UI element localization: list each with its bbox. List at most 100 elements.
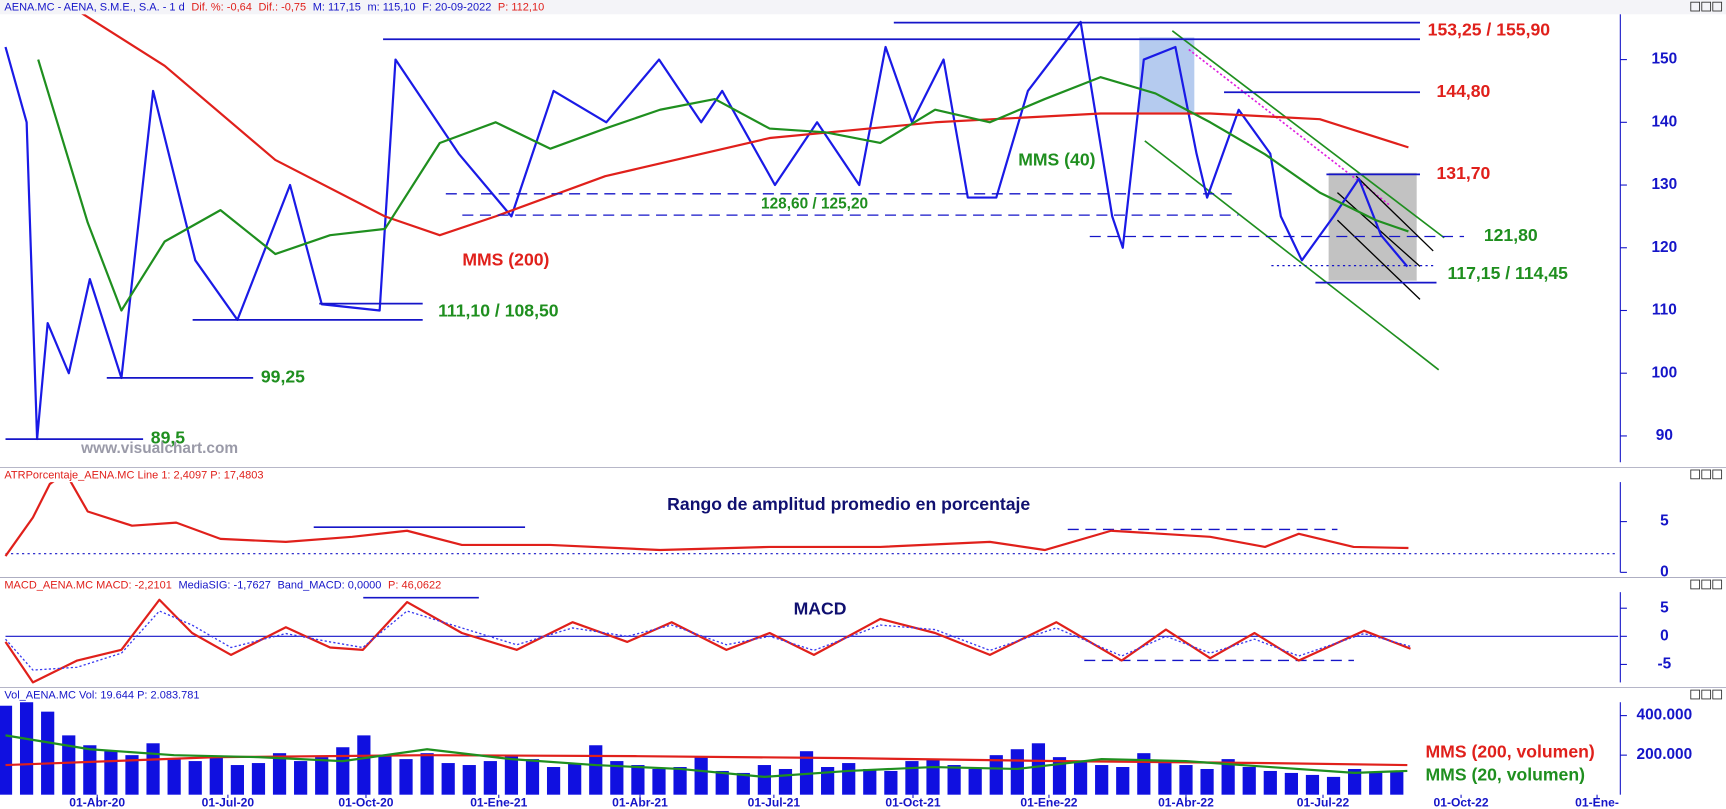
header-item: ATRPorcentaje_AENA.MC Line 1: 2,4097 P: … <box>4 469 263 481</box>
volume-bar <box>188 761 202 795</box>
series-line <box>65 2 1409 237</box>
header-item: m: 115,10 <box>367 2 415 14</box>
series-line <box>37 59 1409 312</box>
volume-bar <box>736 772 750 795</box>
annotation-label: 128,60 / 125,20 <box>761 196 868 213</box>
header-item: P: 112,10 <box>498 2 544 14</box>
header-item: P: 46,0622 <box>388 579 441 591</box>
volume-bar <box>1348 768 1362 795</box>
volume-bar <box>1242 767 1256 795</box>
volume-bar <box>1284 772 1298 795</box>
window-button <box>1701 469 1712 480</box>
y-tick-label: 140 <box>1651 113 1677 130</box>
y-tick-label: 5 <box>1660 599 1669 616</box>
window-button <box>1701 689 1712 700</box>
volume-bar <box>884 770 898 795</box>
volume-bar <box>926 759 940 795</box>
series-line <box>5 734 1408 778</box>
series-name: MMS (20, volumen) <box>1425 765 1584 785</box>
volume-bar <box>821 767 835 795</box>
x-tick-label: 01-Oct-22 <box>1434 796 1489 809</box>
y-tick-label: 400.000 <box>1637 707 1693 724</box>
header-item: Dif. %: -0,64 <box>191 2 252 14</box>
panel <box>0 699 1408 795</box>
volume-bar <box>1200 768 1214 795</box>
trend-line <box>1144 140 1440 371</box>
x-tick-label: 01-Jul-21 <box>748 796 801 809</box>
volume-bar <box>1137 753 1151 795</box>
volume-bar <box>41 711 55 795</box>
y-tick-label: 150 <box>1651 51 1677 68</box>
y-tick-label: 0 <box>1660 627 1669 644</box>
series-line <box>4 20 1409 441</box>
x-tick-label: 01-Ene-22 <box>1020 796 1077 809</box>
volume-bar <box>315 757 329 795</box>
plots <box>0 2 1619 795</box>
volume-bar <box>62 735 76 795</box>
annotation-label: 121,80 <box>1484 225 1538 245</box>
volume-bar <box>167 759 181 795</box>
volume-bar <box>546 767 561 795</box>
volume-bar <box>1221 759 1235 795</box>
volume-bar <box>399 759 413 795</box>
volume-bar <box>1010 749 1024 795</box>
panel-header: ATRPorcentaje_AENA.MC Line 1: 2,4097 P: … <box>4 469 263 481</box>
y-tick-label: -5 <box>1658 656 1672 673</box>
volume-bar <box>652 768 666 795</box>
volume-bar <box>441 763 455 795</box>
series-line <box>4 598 1411 684</box>
x-tick-label: 01-Abr-22 <box>1158 796 1214 809</box>
series-name: MMS (200) <box>462 250 549 270</box>
panel <box>4 471 1409 557</box>
volume-bar <box>589 745 603 795</box>
volume-bar <box>525 759 540 795</box>
volume-bar <box>462 765 476 795</box>
volume-bar <box>483 761 497 795</box>
volume-bar <box>1369 772 1383 795</box>
volume-bar <box>673 767 687 795</box>
volume-bar <box>842 763 856 795</box>
window-button <box>1690 469 1701 480</box>
y-tick-label: 0 <box>1660 563 1669 580</box>
volume-bar <box>757 765 771 795</box>
header-bar <box>0 0 1726 15</box>
header-item: Band_MACD: 0,0000 <box>277 579 381 591</box>
annotation-label: 153,25 / 155,90 <box>1428 20 1551 40</box>
x-tick-label: 01-Ene- <box>1575 796 1619 809</box>
annotation-label: 144,80 <box>1436 81 1490 101</box>
panel-header: AENA.MC - AENA, S.M.E., S.A. - 1 d Dif. %… <box>4 2 544 14</box>
volume-bar <box>420 753 434 795</box>
header-item: Dif.: -0,75 <box>258 2 306 14</box>
volume-bar <box>272 753 287 795</box>
trend-line <box>1355 175 1434 252</box>
volume-bar <box>83 745 97 795</box>
volume-bar <box>778 768 793 795</box>
volume-bar <box>1158 763 1172 795</box>
volume-bar <box>336 747 350 795</box>
volume-bar <box>715 770 729 795</box>
window-button <box>1690 1 1701 12</box>
highlight-box <box>1328 172 1417 281</box>
volume-bar <box>1073 761 1088 795</box>
y-tick-label: 130 <box>1651 176 1677 193</box>
volume-bar <box>125 755 139 795</box>
panel-title: Rango de amplitud promedio en porcentaje <box>667 494 1030 514</box>
header-bar <box>0 687 1726 703</box>
x-tick-label: 01-Abr-20 <box>69 796 125 809</box>
annotation-label: 117,15 / 114,45 <box>1448 263 1569 283</box>
y-tick-label: 120 <box>1651 239 1677 256</box>
series-name: MMS (40) <box>1018 149 1095 169</box>
header-item: F: 20-09-2022 <box>422 2 491 14</box>
volume-bar <box>989 755 1003 795</box>
volume-bar <box>504 755 519 795</box>
panel-title: MACD <box>794 598 847 618</box>
annotation-label: 99,25 <box>261 367 305 387</box>
volume-bar <box>209 757 223 795</box>
volume-bar <box>104 751 118 795</box>
x-tick-label: 01-Oct-20 <box>338 796 393 809</box>
window-button <box>1701 1 1712 12</box>
volume-bar <box>568 763 582 795</box>
